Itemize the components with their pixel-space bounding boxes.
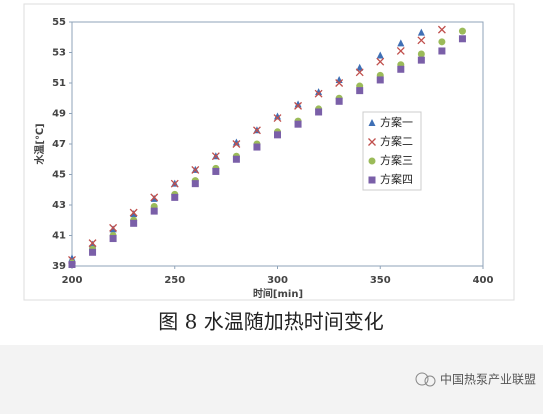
- point: [89, 240, 97, 248]
- chart-frame: [23, 3, 515, 301]
- point: [356, 87, 364, 95]
- x-tick-label: 250: [164, 275, 185, 286]
- legend-label: 方案三: [380, 153, 413, 167]
- point: [89, 248, 97, 256]
- x-tick-label: 300: [267, 275, 288, 286]
- point: [438, 38, 446, 46]
- point: [109, 223, 118, 232]
- point: [368, 157, 376, 165]
- point: [397, 39, 405, 47]
- y-tick-label: 49: [52, 109, 66, 120]
- point: [294, 101, 303, 110]
- point: [294, 120, 302, 128]
- y-axis-label: 水温[℃]: [33, 123, 46, 165]
- point: [294, 100, 302, 108]
- legend-label: 方案四: [380, 172, 413, 186]
- y-tick-label: 53: [52, 48, 66, 59]
- x-tick-label: 350: [370, 275, 391, 286]
- legend-label: 方案二: [380, 134, 413, 148]
- point: [355, 68, 364, 77]
- point: [252, 126, 261, 135]
- point: [417, 36, 426, 45]
- point: [68, 254, 76, 262]
- point: [130, 219, 138, 227]
- point: [417, 28, 425, 36]
- x-axis-label: 时间[min]: [253, 287, 303, 300]
- point: [368, 176, 376, 184]
- legend-label: 方案一: [380, 115, 413, 129]
- y-tick-label: 41: [52, 231, 66, 242]
- y-tick-label: 43: [52, 200, 66, 211]
- point: [417, 50, 425, 58]
- point: [68, 260, 76, 268]
- point: [150, 193, 159, 202]
- point: [191, 180, 199, 188]
- point: [109, 225, 117, 233]
- point: [274, 131, 281, 139]
- y-tick-label: 39: [52, 261, 66, 272]
- point: [376, 76, 384, 84]
- point: [376, 51, 384, 59]
- image-area: [0, 0, 543, 345]
- point: [232, 140, 241, 148]
- point: [274, 112, 281, 120]
- point: [150, 194, 158, 202]
- point: [368, 138, 376, 146]
- point: [315, 88, 323, 96]
- point: [129, 208, 138, 217]
- y-tick-label: 45: [52, 170, 66, 181]
- point: [438, 47, 446, 55]
- watermark-icon: [415, 372, 436, 387]
- point: [417, 56, 425, 64]
- y-tick-label: 55: [52, 17, 66, 28]
- point: [273, 114, 282, 123]
- point: [314, 89, 323, 98]
- point: [109, 235, 117, 243]
- point: [150, 207, 158, 215]
- point: [397, 65, 405, 73]
- point: [368, 119, 376, 126]
- point: [376, 57, 385, 66]
- point: [253, 143, 261, 151]
- point: [356, 63, 364, 71]
- point: [170, 179, 179, 188]
- point: [232, 138, 240, 146]
- point: [171, 193, 179, 201]
- point: [335, 97, 343, 105]
- point: [211, 152, 220, 161]
- y-tick-label: 51: [52, 78, 66, 89]
- chart-title: 图 8 水温随加热时间变化: [158, 310, 383, 334]
- point: [88, 239, 97, 248]
- watermark: 中国热泵产业联盟: [440, 372, 536, 387]
- point: [458, 27, 466, 35]
- point: [315, 108, 323, 116]
- point: [212, 167, 220, 175]
- x-tick-label: 400: [473, 275, 494, 286]
- y-tick-label: 47: [52, 139, 66, 150]
- point: [335, 79, 344, 87]
- point: [191, 165, 200, 174]
- point: [437, 25, 446, 34]
- point: [458, 35, 466, 43]
- x-tick-label: 200: [62, 275, 83, 286]
- point: [396, 47, 405, 55]
- point: [130, 210, 138, 218]
- point: [232, 155, 240, 163]
